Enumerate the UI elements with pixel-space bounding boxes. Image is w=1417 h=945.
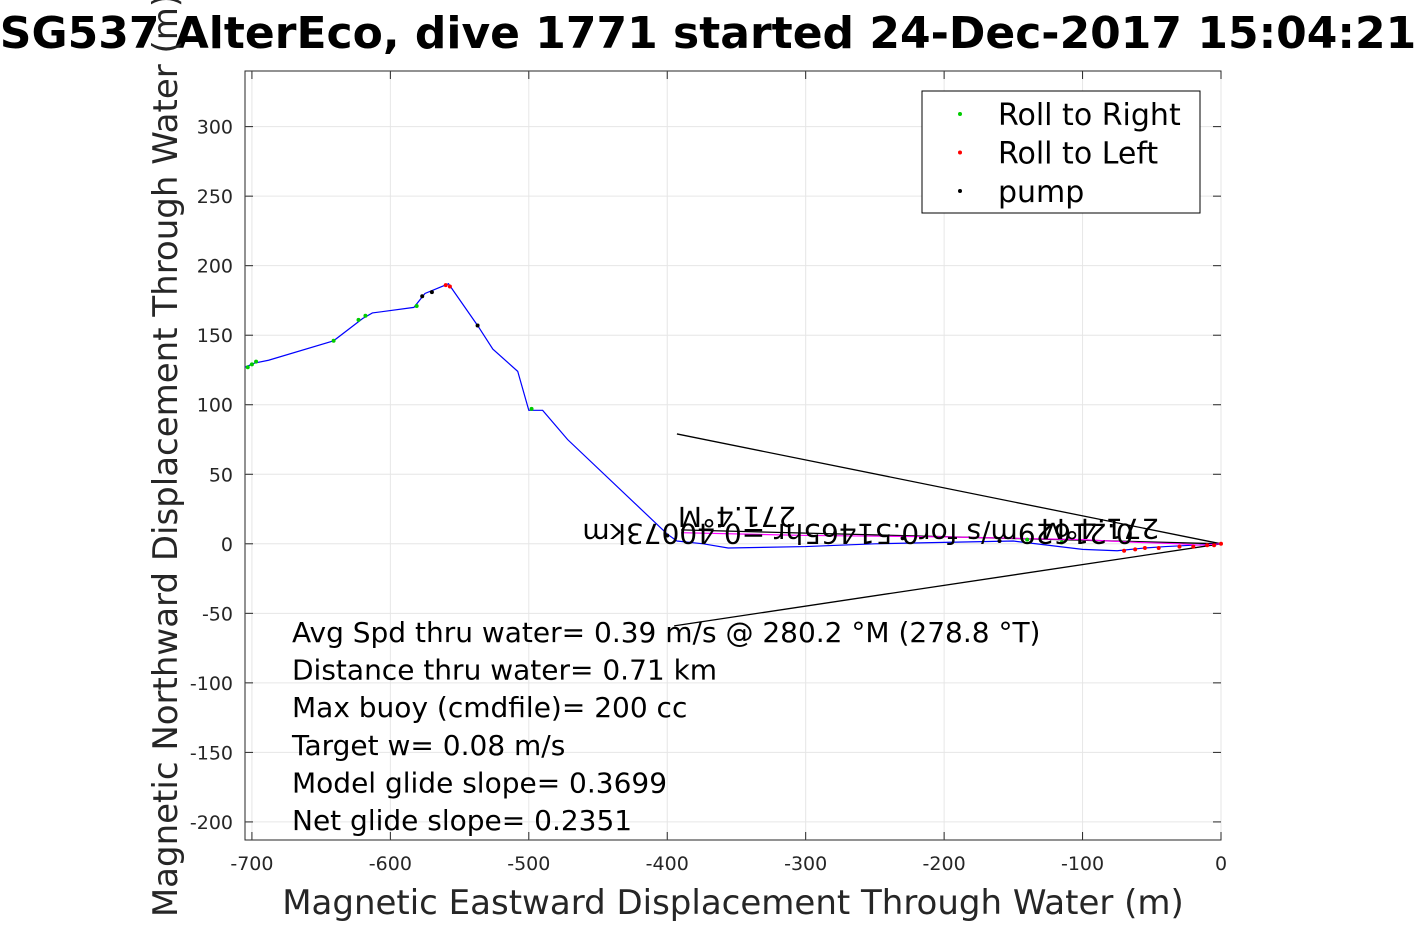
marker-pump [429,290,434,295]
vector-label-3: 0.21629m/s for0.51465hr =0.40073km [582,517,1133,550]
x-tick-label: -400 [646,853,689,875]
series-markers [245,283,1223,553]
marker-roll-left [1142,545,1147,550]
stats-annotation: Avg Spd thru water= 0.39 m/s @ 280.2 °M … [291,616,1040,837]
x-tick-label: 0 [1215,853,1227,875]
y-tick-label: 250 [197,186,233,208]
stats-line: Distance thru water= 0.71 km [292,654,717,687]
stats-line: Target w= 0.08 m/s [291,729,565,762]
y-tick-label: 200 [197,256,233,278]
legend-label: Roll to Left [998,137,1158,172]
x-tick-label: -500 [507,853,550,875]
legend-marker [958,112,962,116]
stats-line: Model glide slope= 0.3699 [292,766,667,799]
stats-line: Avg Spd thru water= 0.39 m/s @ 280.2 °M … [292,616,1040,649]
series-line-1 [244,283,1222,552]
marker-roll-left [1191,544,1196,549]
legend-label: pump [998,175,1084,210]
y-tick-label: 300 [197,117,233,139]
marker-roll-left [447,284,452,289]
chart-title: SG537 AlterEco, dive 1771 started 24-Dec… [0,8,1416,59]
legend-label: Roll to Right [998,98,1181,133]
vector-label-1: 271.4°M [678,500,796,533]
marker-roll-left [443,283,448,288]
vector-label-2: 271.4°M [1041,512,1159,545]
marker-roll-right [356,317,361,322]
marker-roll-left [1177,544,1182,549]
marker-pump [665,533,670,538]
marker-roll-right [363,313,368,318]
marker-roll-left [1205,543,1210,548]
x-tick-label: -100 [1061,853,1104,875]
x-tick-label: -300 [784,853,827,875]
marker-roll-right [249,362,254,367]
stats-line: Net glide slope= 0.2351 [292,804,632,837]
y-tick-label: 100 [197,395,233,417]
series-lines [244,283,1222,552]
x-tick-label: -700 [230,853,273,875]
marker-pump [900,536,905,541]
marker-roll-right [245,365,250,370]
legend-marker [958,189,962,193]
marker-roll-left [1122,548,1127,553]
marker-roll-left [1219,541,1223,546]
marker-roll-right [414,304,419,309]
marker-pump [997,539,1002,544]
y-tick-label: 150 [197,325,233,347]
grid-lines [245,71,1222,840]
x-tick-label: -600 [369,853,412,875]
y-axis-label: Magnetic Northward Displacement Through … [146,0,186,917]
y-tick-label: -200 [190,812,233,834]
x-tick-label: -200 [923,853,966,875]
x-axis-label: Magnetic Eastward Displacement Through W… [282,883,1184,923]
series-line-2 [681,532,1222,546]
y-tick-label: -50 [202,603,233,625]
vector-line [676,433,1222,545]
marker-roll-right [529,406,534,411]
flipped-annotations: 271.4°M 271.4°M 0.21629m/s for0.51465hr … [582,500,1159,550]
y-tick-label: -100 [190,673,233,695]
marker-roll-left [1133,547,1138,552]
marker-roll-right [1025,537,1030,542]
legend-marker [958,150,962,155]
legend-box [921,90,1201,214]
marker-pump [420,294,425,299]
y-tick-label: 0 [221,534,233,556]
marker-roll-left [1156,545,1161,550]
marker-roll-right [1059,540,1064,545]
vector-line [674,543,1222,627]
stats-line: Max buoy (cmdfile)= 200 cc [292,691,687,724]
marker-roll-left [1212,543,1217,548]
axis-ticks: -700 -600 -500 -400 -300 -200 -100 0-200-150-10… [190,71,1227,875]
marker-roll-right [331,338,336,343]
y-tick-label: -150 [190,742,233,764]
y-tick-label: 50 [209,464,233,486]
marker-pump [475,323,480,328]
marker-roll-right [254,359,259,364]
